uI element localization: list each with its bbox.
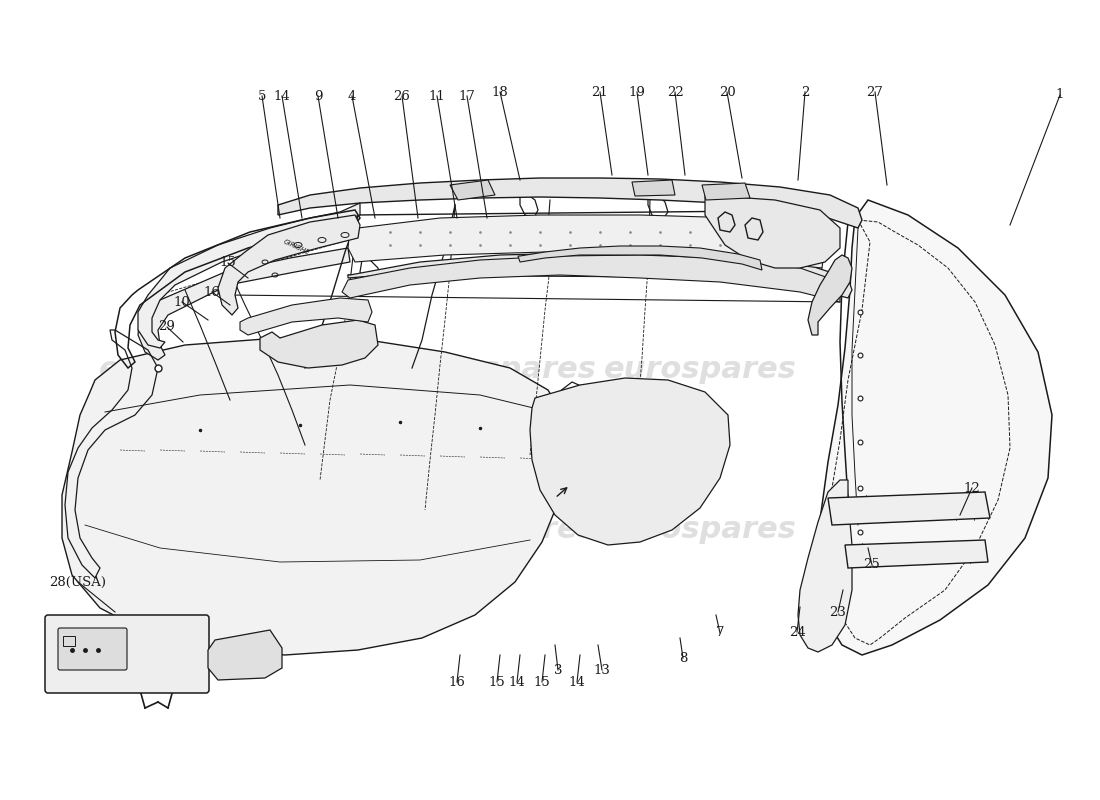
Text: 11: 11 [429, 90, 446, 102]
Text: 1: 1 [1056, 89, 1064, 102]
Polygon shape [240, 298, 372, 335]
Text: eurospares: eurospares [604, 515, 796, 545]
Text: 2: 2 [801, 86, 810, 98]
Text: eurospares: eurospares [404, 515, 596, 545]
Text: 27: 27 [867, 86, 883, 98]
Text: 16: 16 [449, 675, 465, 689]
Text: 26: 26 [394, 90, 410, 102]
Polygon shape [518, 246, 762, 270]
Text: 24: 24 [789, 626, 805, 638]
Text: 15: 15 [220, 257, 236, 270]
Text: 13: 13 [594, 663, 610, 677]
Text: 15: 15 [534, 675, 550, 689]
Polygon shape [818, 200, 1052, 655]
Polygon shape [208, 630, 282, 680]
Polygon shape [702, 183, 750, 200]
Polygon shape [845, 540, 988, 568]
Text: 23: 23 [829, 606, 846, 618]
Text: 4: 4 [348, 90, 356, 102]
Text: 12: 12 [964, 482, 980, 494]
Text: eurospares: eurospares [99, 355, 292, 385]
FancyBboxPatch shape [58, 628, 126, 670]
Text: 14: 14 [274, 90, 290, 102]
Polygon shape [278, 178, 862, 228]
Text: 15: 15 [488, 675, 505, 689]
Text: 5: 5 [257, 90, 266, 102]
Text: 21: 21 [592, 86, 608, 98]
Polygon shape [62, 338, 568, 655]
FancyBboxPatch shape [45, 615, 209, 693]
Text: 18: 18 [492, 86, 508, 98]
Polygon shape [348, 253, 852, 298]
Text: 14: 14 [508, 675, 526, 689]
Text: GIRISHE: GIRISHE [282, 238, 310, 256]
Text: 10: 10 [174, 295, 190, 309]
Polygon shape [348, 215, 825, 268]
Text: eurospares: eurospares [604, 355, 796, 385]
Text: 19: 19 [628, 86, 646, 98]
Text: 14: 14 [569, 675, 585, 689]
Polygon shape [138, 248, 350, 360]
Text: 3: 3 [553, 663, 562, 677]
Text: 20: 20 [718, 86, 736, 98]
Text: eurospares: eurospares [404, 355, 596, 385]
Polygon shape [260, 320, 378, 368]
Polygon shape [342, 255, 840, 302]
Polygon shape [218, 215, 360, 315]
Polygon shape [798, 480, 852, 652]
Polygon shape [705, 195, 840, 268]
Text: 29: 29 [158, 321, 175, 334]
Text: eurospares: eurospares [99, 515, 292, 545]
Polygon shape [138, 203, 360, 348]
Text: 25: 25 [864, 558, 880, 571]
Polygon shape [828, 492, 990, 525]
Polygon shape [530, 378, 730, 545]
Polygon shape [632, 180, 675, 196]
Text: 22: 22 [667, 86, 683, 98]
Text: 16: 16 [204, 286, 220, 298]
Polygon shape [450, 180, 495, 200]
Text: 7: 7 [716, 626, 724, 639]
Text: 28(USA): 28(USA) [50, 575, 107, 589]
Text: 9: 9 [314, 90, 322, 102]
Text: 17: 17 [459, 90, 475, 102]
Polygon shape [808, 255, 852, 335]
Text: 8: 8 [679, 651, 688, 665]
